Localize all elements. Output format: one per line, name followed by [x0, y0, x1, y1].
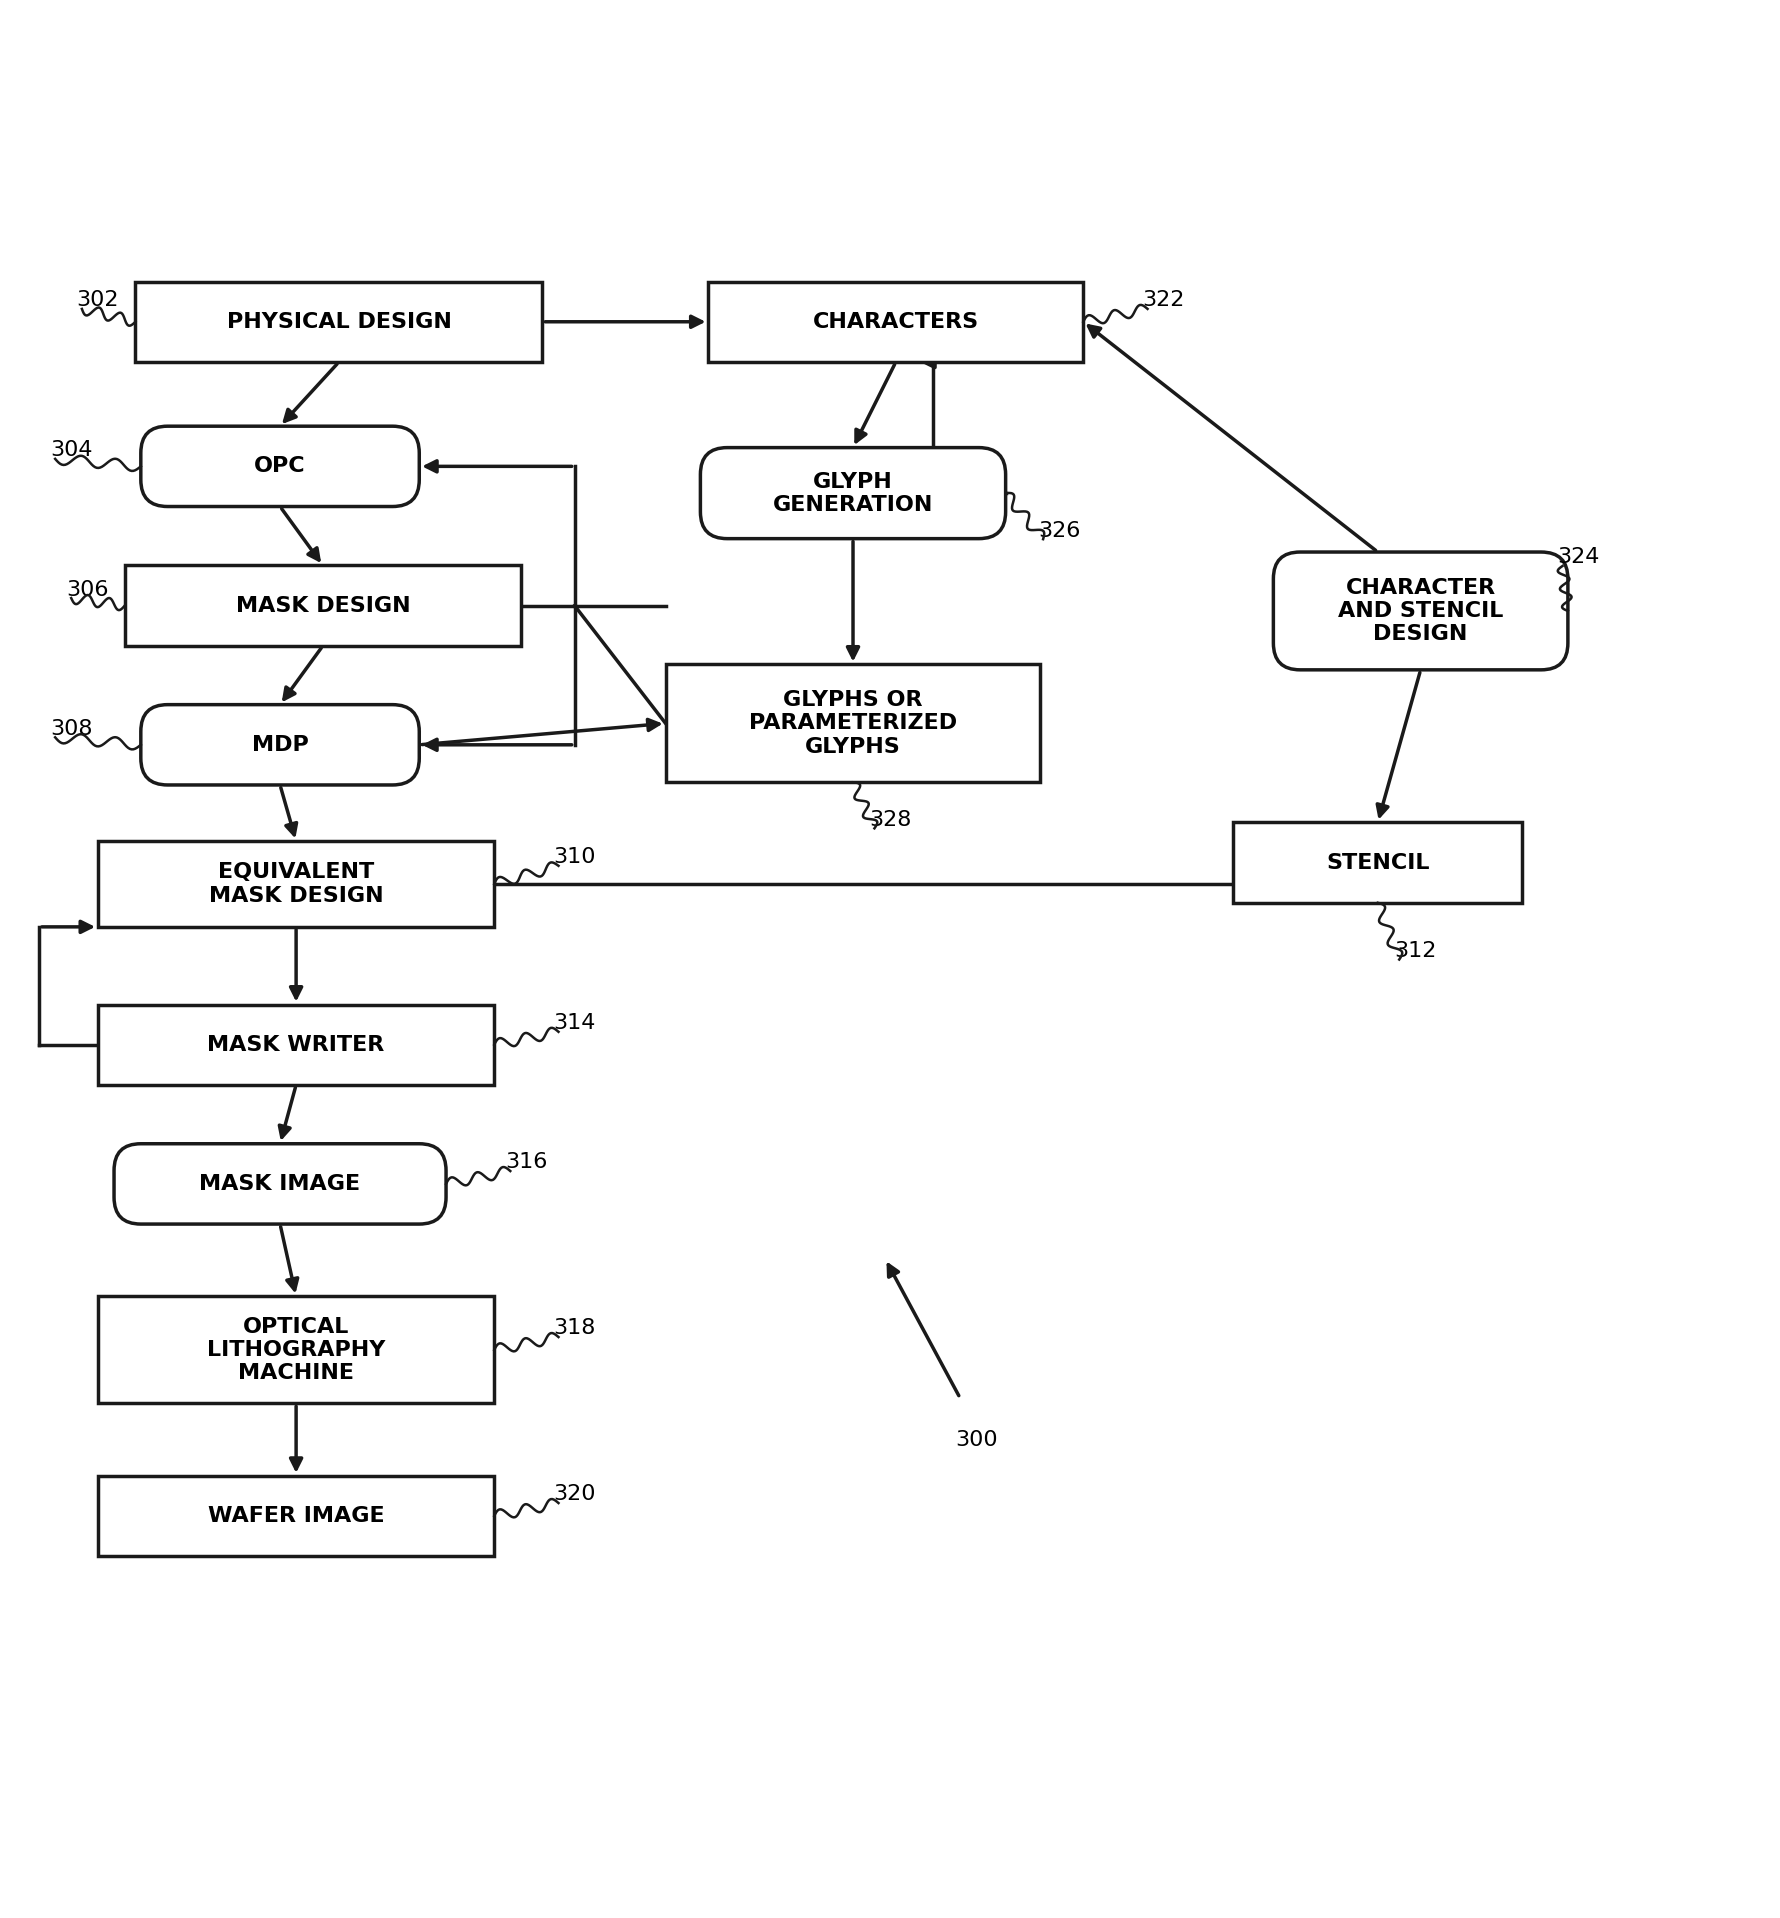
Text: 324: 324: [1556, 547, 1598, 568]
Text: STENCIL: STENCIL: [1326, 854, 1429, 873]
Text: OPTICAL
LITHOGRAPHY
MACHINE: OPTICAL LITHOGRAPHY MACHINE: [206, 1316, 384, 1383]
Text: MASK IMAGE: MASK IMAGE: [199, 1174, 360, 1193]
FancyBboxPatch shape: [98, 1297, 495, 1404]
Text: WAFER IMAGE: WAFER IMAGE: [208, 1506, 384, 1527]
Text: 308: 308: [50, 719, 93, 738]
FancyBboxPatch shape: [98, 1475, 495, 1555]
FancyBboxPatch shape: [1273, 552, 1566, 669]
Text: OPC: OPC: [255, 456, 306, 476]
Text: CHARACTER
AND STENCIL
DESIGN: CHARACTER AND STENCIL DESIGN: [1337, 577, 1502, 644]
FancyBboxPatch shape: [98, 1005, 495, 1086]
Text: 306: 306: [66, 579, 109, 600]
Text: CHARACTERS: CHARACTERS: [812, 313, 979, 332]
Text: 322: 322: [1141, 290, 1184, 311]
Text: 314: 314: [554, 1013, 595, 1034]
Text: 320: 320: [554, 1485, 595, 1504]
Text: GLYPHS OR
PARAMETERIZED
GLYPHS: GLYPHS OR PARAMETERIZED GLYPHS: [749, 690, 956, 756]
FancyBboxPatch shape: [114, 1143, 445, 1224]
Text: 318: 318: [554, 1318, 595, 1339]
FancyBboxPatch shape: [708, 282, 1082, 363]
FancyBboxPatch shape: [135, 282, 543, 363]
Text: PHYSICAL DESIGN: PHYSICAL DESIGN: [226, 313, 450, 332]
FancyBboxPatch shape: [141, 704, 418, 784]
FancyBboxPatch shape: [141, 426, 418, 506]
Text: EQUIVALENT
MASK DESIGN: EQUIVALENT MASK DESIGN: [208, 863, 383, 905]
Text: MASK WRITER: MASK WRITER: [206, 1034, 384, 1055]
Text: 316: 316: [506, 1153, 546, 1172]
Text: 328: 328: [869, 809, 911, 830]
Text: 312: 312: [1394, 942, 1435, 961]
FancyBboxPatch shape: [98, 842, 495, 926]
FancyBboxPatch shape: [666, 664, 1040, 783]
Text: 310: 310: [554, 848, 595, 867]
FancyBboxPatch shape: [125, 566, 522, 646]
FancyBboxPatch shape: [700, 447, 1006, 539]
FancyBboxPatch shape: [1232, 823, 1522, 903]
Text: 326: 326: [1038, 520, 1079, 541]
Text: GLYPH
GENERATION: GLYPH GENERATION: [773, 472, 933, 514]
Text: MDP: MDP: [251, 735, 308, 756]
Text: 302: 302: [77, 290, 119, 311]
Text: 304: 304: [50, 441, 93, 460]
Text: 300: 300: [954, 1431, 997, 1450]
Text: MASK DESIGN: MASK DESIGN: [235, 596, 409, 616]
